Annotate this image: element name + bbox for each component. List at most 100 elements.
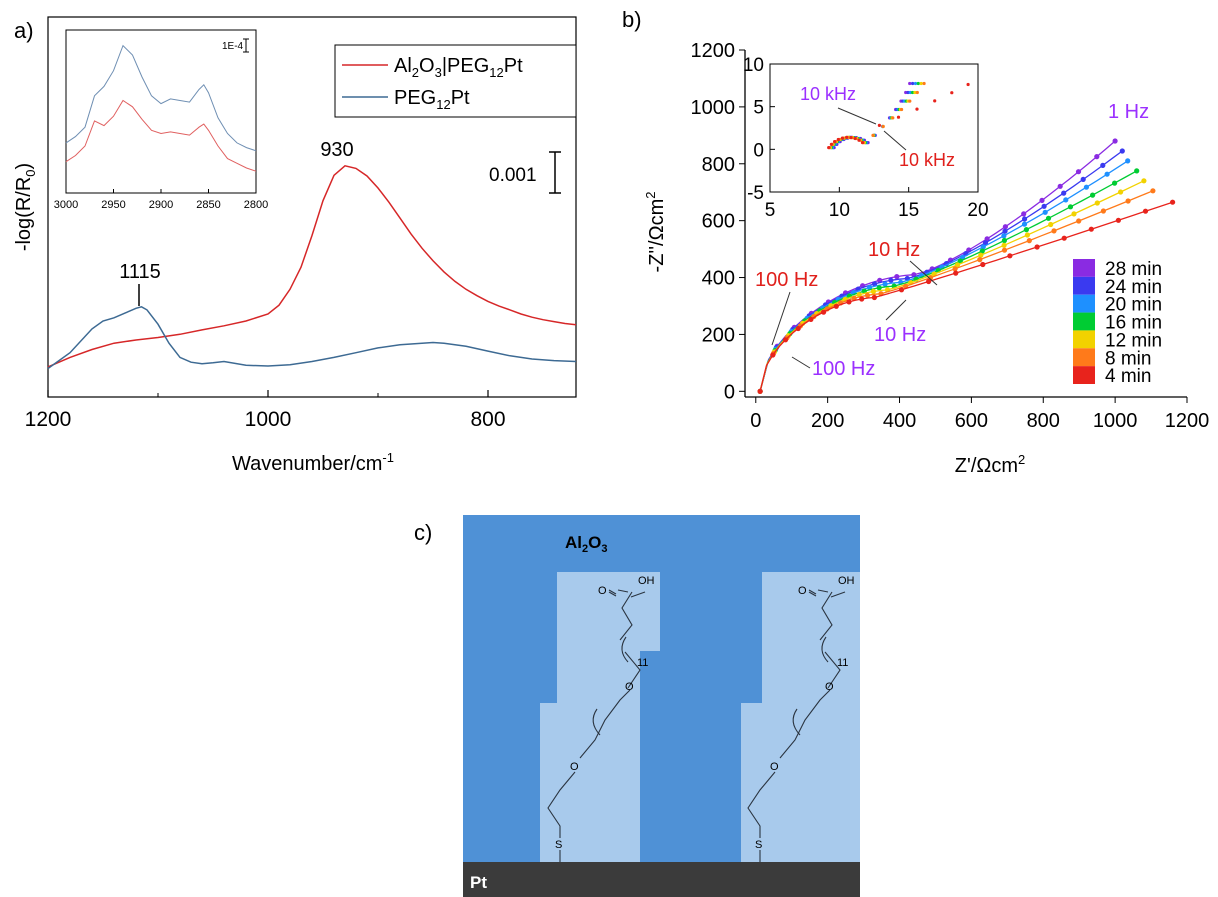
data-point-4-min (808, 316, 814, 322)
data-point-20-min (866, 284, 873, 291)
data-point-24-min (1080, 176, 1086, 182)
inset-scale-bar (243, 38, 249, 53)
inset-point-4-min (857, 138, 861, 142)
x-tick-label-1200: 1200 (25, 408, 72, 431)
panel-a-inset: 3000 2950 2900 2850 2800 1E-4 (54, 29, 268, 211)
inset-point-20-min (913, 81, 918, 86)
inset-point-12-min (913, 90, 917, 95)
panel-a-legend: Al2O3|PEG12Pt PEG12Pt (334, 44, 577, 118)
data-point-8-min (1051, 228, 1057, 234)
inset-point-16-min (911, 90, 915, 95)
y-tick-label-400: 400 (702, 268, 735, 290)
legend-label-24-min: 24 min (1105, 277, 1162, 298)
legend-box (334, 44, 577, 118)
platinum-substrate (463, 862, 860, 897)
data-point-4-min (1061, 235, 1067, 241)
data-point-8-min (977, 257, 983, 263)
data-point-4-min (1034, 244, 1040, 250)
legend-label-4-min: 4 min (1105, 366, 1151, 387)
annotation-10hz-purple: 10 Hz (874, 324, 926, 346)
panel-b: b) 0 200 400 600 800 1000 12000200400600800100… (622, 7, 1209, 477)
data-point-24-min (1100, 162, 1106, 168)
inset-x-tick-label-2900: 2900 (149, 199, 173, 211)
inset-point-4-min (840, 136, 845, 140)
legend-label-20-min: 20 min (1105, 295, 1162, 316)
legend-swatch-28-min (1073, 259, 1095, 277)
x-tick-label-800: 800 (470, 408, 505, 431)
data-point-12-min (1118, 189, 1124, 195)
inset-b-y-tick-label-5: 5 (753, 98, 764, 119)
inset-a-frame (65, 29, 257, 194)
annotation-10hz-purple-pointer (885, 299, 907, 321)
peg-molecule-left-labels: S O O 11 O OH (555, 575, 655, 851)
panel-c-label: c) (414, 520, 432, 545)
inset-point-4-min (877, 123, 882, 127)
series-line-al2o3-peg12pt (47, 164, 577, 368)
annotation-100hz-purple-pointer (791, 356, 811, 369)
peg-molecule-right (747, 589, 846, 862)
inset-annotation-10khz-purple: 10 kHz (800, 84, 856, 104)
data-point-4-min (926, 278, 932, 285)
legend-swatch-20-min (1073, 294, 1095, 313)
data-point-20-min (1021, 221, 1028, 227)
acid-oh-right: OH (838, 575, 855, 587)
data-point-4-min (770, 352, 776, 358)
inset-point-4-min (896, 115, 901, 119)
legend-label-28-min: 28 min (1105, 259, 1162, 280)
inset-series-line-al2o3-peg12pt (65, 99, 257, 172)
inset-b-y-tick-label-0: 0 (753, 140, 764, 161)
repeat-count-right: 11 (837, 657, 848, 669)
panel-a-y-axis-label: -log(R/R0) (13, 163, 38, 251)
x-tick-label-600: 600 (955, 410, 988, 432)
inset-point-8-min (891, 116, 895, 120)
inset-point-4-min (915, 107, 919, 111)
inset-point-4-min (966, 82, 970, 87)
data-point-4-min (1142, 208, 1149, 214)
data-point-4-min (953, 270, 959, 276)
annotation-10hz-red: 10 Hz (868, 239, 920, 261)
data-point-12-min (954, 262, 961, 268)
acid-oh-left: OH (638, 575, 655, 587)
inset-point-8-min (908, 99, 912, 103)
inset-b-x-tick-label-5: 5 (765, 200, 776, 221)
legend-label-16-min: 16 min (1105, 313, 1162, 334)
pore-left (540, 572, 660, 862)
ether-o-upper-left: O (625, 681, 634, 693)
inset-x-tick-label-3000: 3000 (54, 199, 78, 211)
inset-point-8-min (922, 81, 926, 86)
y-tick-label-800: 800 (702, 154, 735, 176)
x-tick-label-200: 200 (811, 410, 844, 432)
data-point-24-min (872, 281, 878, 287)
inset-b-x-tick-label-20: 20 (967, 200, 988, 221)
inset-point-4-min (849, 136, 853, 140)
data-point-12-min (1071, 211, 1077, 217)
data-point-8-min (851, 295, 857, 301)
data-point-4-min (871, 294, 878, 301)
panel-a-x-axis-label: Wavenumber/cm-1 (232, 450, 394, 475)
inset-scale-bar-label: 1E-4 (222, 41, 244, 52)
panel-a: a) 1200 1000 800 Wavenumber/cm-1 -log(R/R0… (13, 16, 577, 475)
x-tick-label-1000: 1000 (1093, 410, 1138, 432)
legend-label-8-min: 8 min (1105, 348, 1151, 369)
data-point-4-min (1115, 217, 1121, 223)
ether-o-lower-left: O (570, 761, 579, 773)
inset-point-8-min (900, 107, 904, 112)
y-tick-label-1200: 1200 (691, 40, 736, 62)
y-tick-label-200: 200 (702, 324, 735, 346)
data-point-20-min (1001, 233, 1007, 239)
data-point-16-min (1001, 237, 1008, 244)
data-point-4-min (1088, 226, 1094, 232)
peak-label-930: 930 (320, 139, 353, 161)
inset-b-x-tick-label-10: 10 (829, 200, 850, 221)
data-point-12-min (1001, 242, 1007, 248)
peg-molecule-right-labels: S O O 11 O OH (755, 575, 855, 851)
panel-b-label: b) (622, 7, 642, 32)
legend-swatch-24-min (1073, 276, 1095, 295)
inset-series-line-peg12pt (65, 44, 257, 152)
inset-x-tick-label-2850: 2850 (196, 199, 220, 211)
data-point-20-min (1104, 171, 1110, 177)
data-point-4-min (757, 388, 763, 394)
platinum-label: Pt (470, 873, 487, 892)
data-point-16-min (957, 258, 963, 264)
